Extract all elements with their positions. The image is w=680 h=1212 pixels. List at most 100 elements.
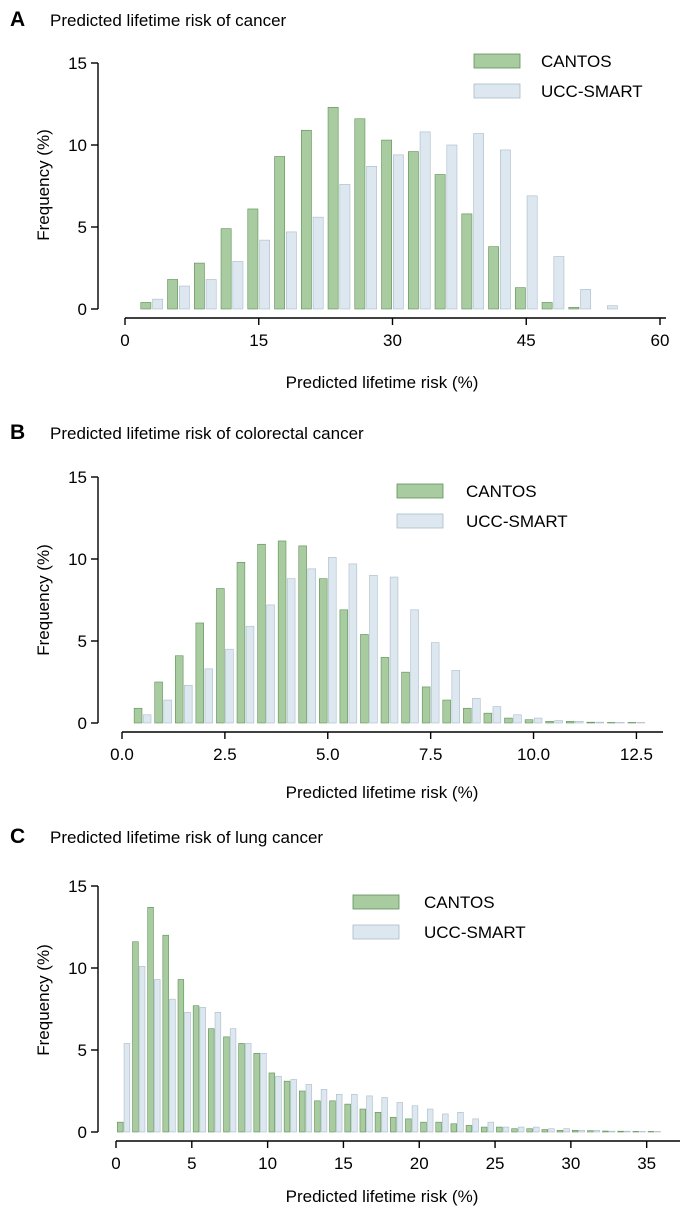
bar-ucc-c (123, 1043, 131, 1133)
bar-ucc-c (457, 1112, 464, 1133)
bar-cantos-c (117, 1121, 124, 1133)
x-tick-label-c: 5 (187, 1154, 196, 1173)
bar-cantos-b (339, 609, 349, 724)
panel-title-b: Predicted lifetime risk of colorectal ca… (50, 424, 364, 443)
bar-ucc-a (446, 144, 458, 310)
y-tick-label-c: 0 (78, 1123, 87, 1142)
bar-ucc-a (553, 256, 565, 310)
bar-ucc-a (499, 149, 511, 310)
bar-cantos-c (329, 1100, 336, 1133)
bar-ucc-a (152, 298, 164, 310)
y-tick-label-b: 10 (68, 550, 87, 569)
bar-cantos-b (216, 588, 225, 724)
bar-ucc-c (608, 1130, 616, 1133)
bar-cantos-c (359, 1108, 367, 1133)
bar-ucc-c (487, 1121, 494, 1133)
bar-cantos-b (463, 707, 472, 724)
bar-cantos-b (627, 722, 637, 724)
bar-cantos-b (133, 707, 143, 724)
bar-ucc-c (426, 1108, 434, 1133)
legend-label-ucc-a: UCC-SMART (541, 82, 643, 101)
bar-cantos-b (319, 578, 328, 724)
bar-cantos-c (192, 1005, 200, 1133)
bar-ucc-c (381, 1097, 388, 1133)
bar-ucc-b (142, 714, 152, 724)
y-tick-label-b: 0 (78, 714, 87, 733)
bar-cantos-a (193, 262, 205, 310)
y-tick-label-c: 5 (78, 1041, 87, 1060)
bar-cantos-a (434, 174, 446, 310)
bar-ucc-c (275, 1075, 282, 1133)
legend-label-cantos-a: CANTOS (541, 52, 612, 71)
bar-ucc-c (593, 1130, 601, 1133)
legend-b: CANTOS UCC-SMART (396, 482, 568, 531)
bar-cantos-b (154, 681, 163, 724)
bar-cantos-c (177, 979, 185, 1133)
bar-cantos-b (483, 712, 493, 724)
panel-letter-b: B (10, 421, 25, 444)
bar-cantos-c (632, 1131, 639, 1133)
y-axis-label-c: Frequency (%) (34, 944, 53, 1055)
bar-ucc-c (260, 1052, 267, 1133)
bar-ucc-b (513, 714, 522, 724)
legend-label-cantos-b: CANTOS (466, 482, 537, 501)
bar-cantos-b (545, 721, 554, 724)
x-tick-label-c: 20 (410, 1154, 429, 1173)
x-axis-label-a: Predicted lifetime risk (%) (286, 373, 479, 392)
panel-letter-c: C (10, 825, 25, 848)
bar-cantos-c (314, 1100, 321, 1133)
bar-cantos-b (586, 721, 595, 724)
bar-ucc-b (369, 575, 378, 724)
x-tick-label-b: 12.5 (620, 745, 653, 764)
bar-cantos-c (253, 1052, 260, 1133)
x-tick-label-b: 5.0 (316, 745, 340, 764)
bar-ucc-b (533, 717, 543, 724)
y-tick-label-a: 10 (68, 136, 87, 155)
bar-cantos-c (602, 1130, 609, 1133)
x-tick-label-b: 0.0 (110, 745, 134, 764)
bar-cantos-b (401, 671, 410, 724)
bar-ucc-b (245, 625, 255, 724)
x-tick-label-b: 10.0 (517, 745, 550, 764)
bar-ucc-b (616, 722, 625, 724)
x-tick-label-c: 0 (111, 1154, 120, 1173)
bar-ucc-a (419, 131, 431, 310)
bar-cantos-b (236, 561, 246, 724)
bar-ucc-a (526, 195, 538, 310)
bar-cantos-a (247, 208, 259, 310)
bar-cantos-c (162, 934, 169, 1133)
bar-ucc-c (290, 1079, 297, 1133)
x-tick-label-a: 45 (517, 331, 536, 350)
bar-ucc-a (232, 261, 244, 310)
y-tick-label-c: 15 (68, 877, 87, 896)
x-tick-label-b: 7.5 (419, 745, 443, 764)
bar-cantos-c (450, 1123, 457, 1133)
bar-ucc-a (259, 239, 271, 310)
x-tick-label-c: 30 (561, 1154, 580, 1173)
bar-cantos-c (435, 1121, 442, 1133)
bar-ucc-c (442, 1113, 449, 1133)
bar-cantos-a (568, 307, 580, 310)
x-tick-label-a: 30 (383, 331, 402, 350)
bar-ucc-b (430, 642, 440, 724)
bar-ucc-b (225, 648, 234, 724)
bar-ucc-c (472, 1118, 479, 1133)
bar-cantos-c (587, 1130, 594, 1133)
bar-ucc-b (204, 668, 214, 724)
panel-c: C Predicted lifetime risk of lung cancer… (10, 825, 680, 1206)
bar-ucc-c (184, 1011, 191, 1133)
bar-cantos-c (420, 1121, 427, 1133)
x-tick-label-c: 25 (486, 1154, 505, 1173)
bar-ucc-a (339, 184, 351, 310)
bar-cantos-c (480, 1126, 488, 1133)
bar-cantos-c (571, 1130, 579, 1133)
bar-cantos-b (174, 655, 184, 724)
bar-cantos-c (223, 1036, 230, 1133)
x-tick-label-a: 15 (249, 331, 268, 350)
x-axis-label-b: Predicted lifetime risk (%) (286, 783, 479, 802)
x-tick-label-b: 2.5 (213, 745, 237, 764)
bar-cantos-a (300, 129, 312, 310)
bar-cantos-b (380, 657, 390, 724)
bar-cantos-c (511, 1128, 518, 1133)
bar-ucc-c (578, 1130, 585, 1133)
